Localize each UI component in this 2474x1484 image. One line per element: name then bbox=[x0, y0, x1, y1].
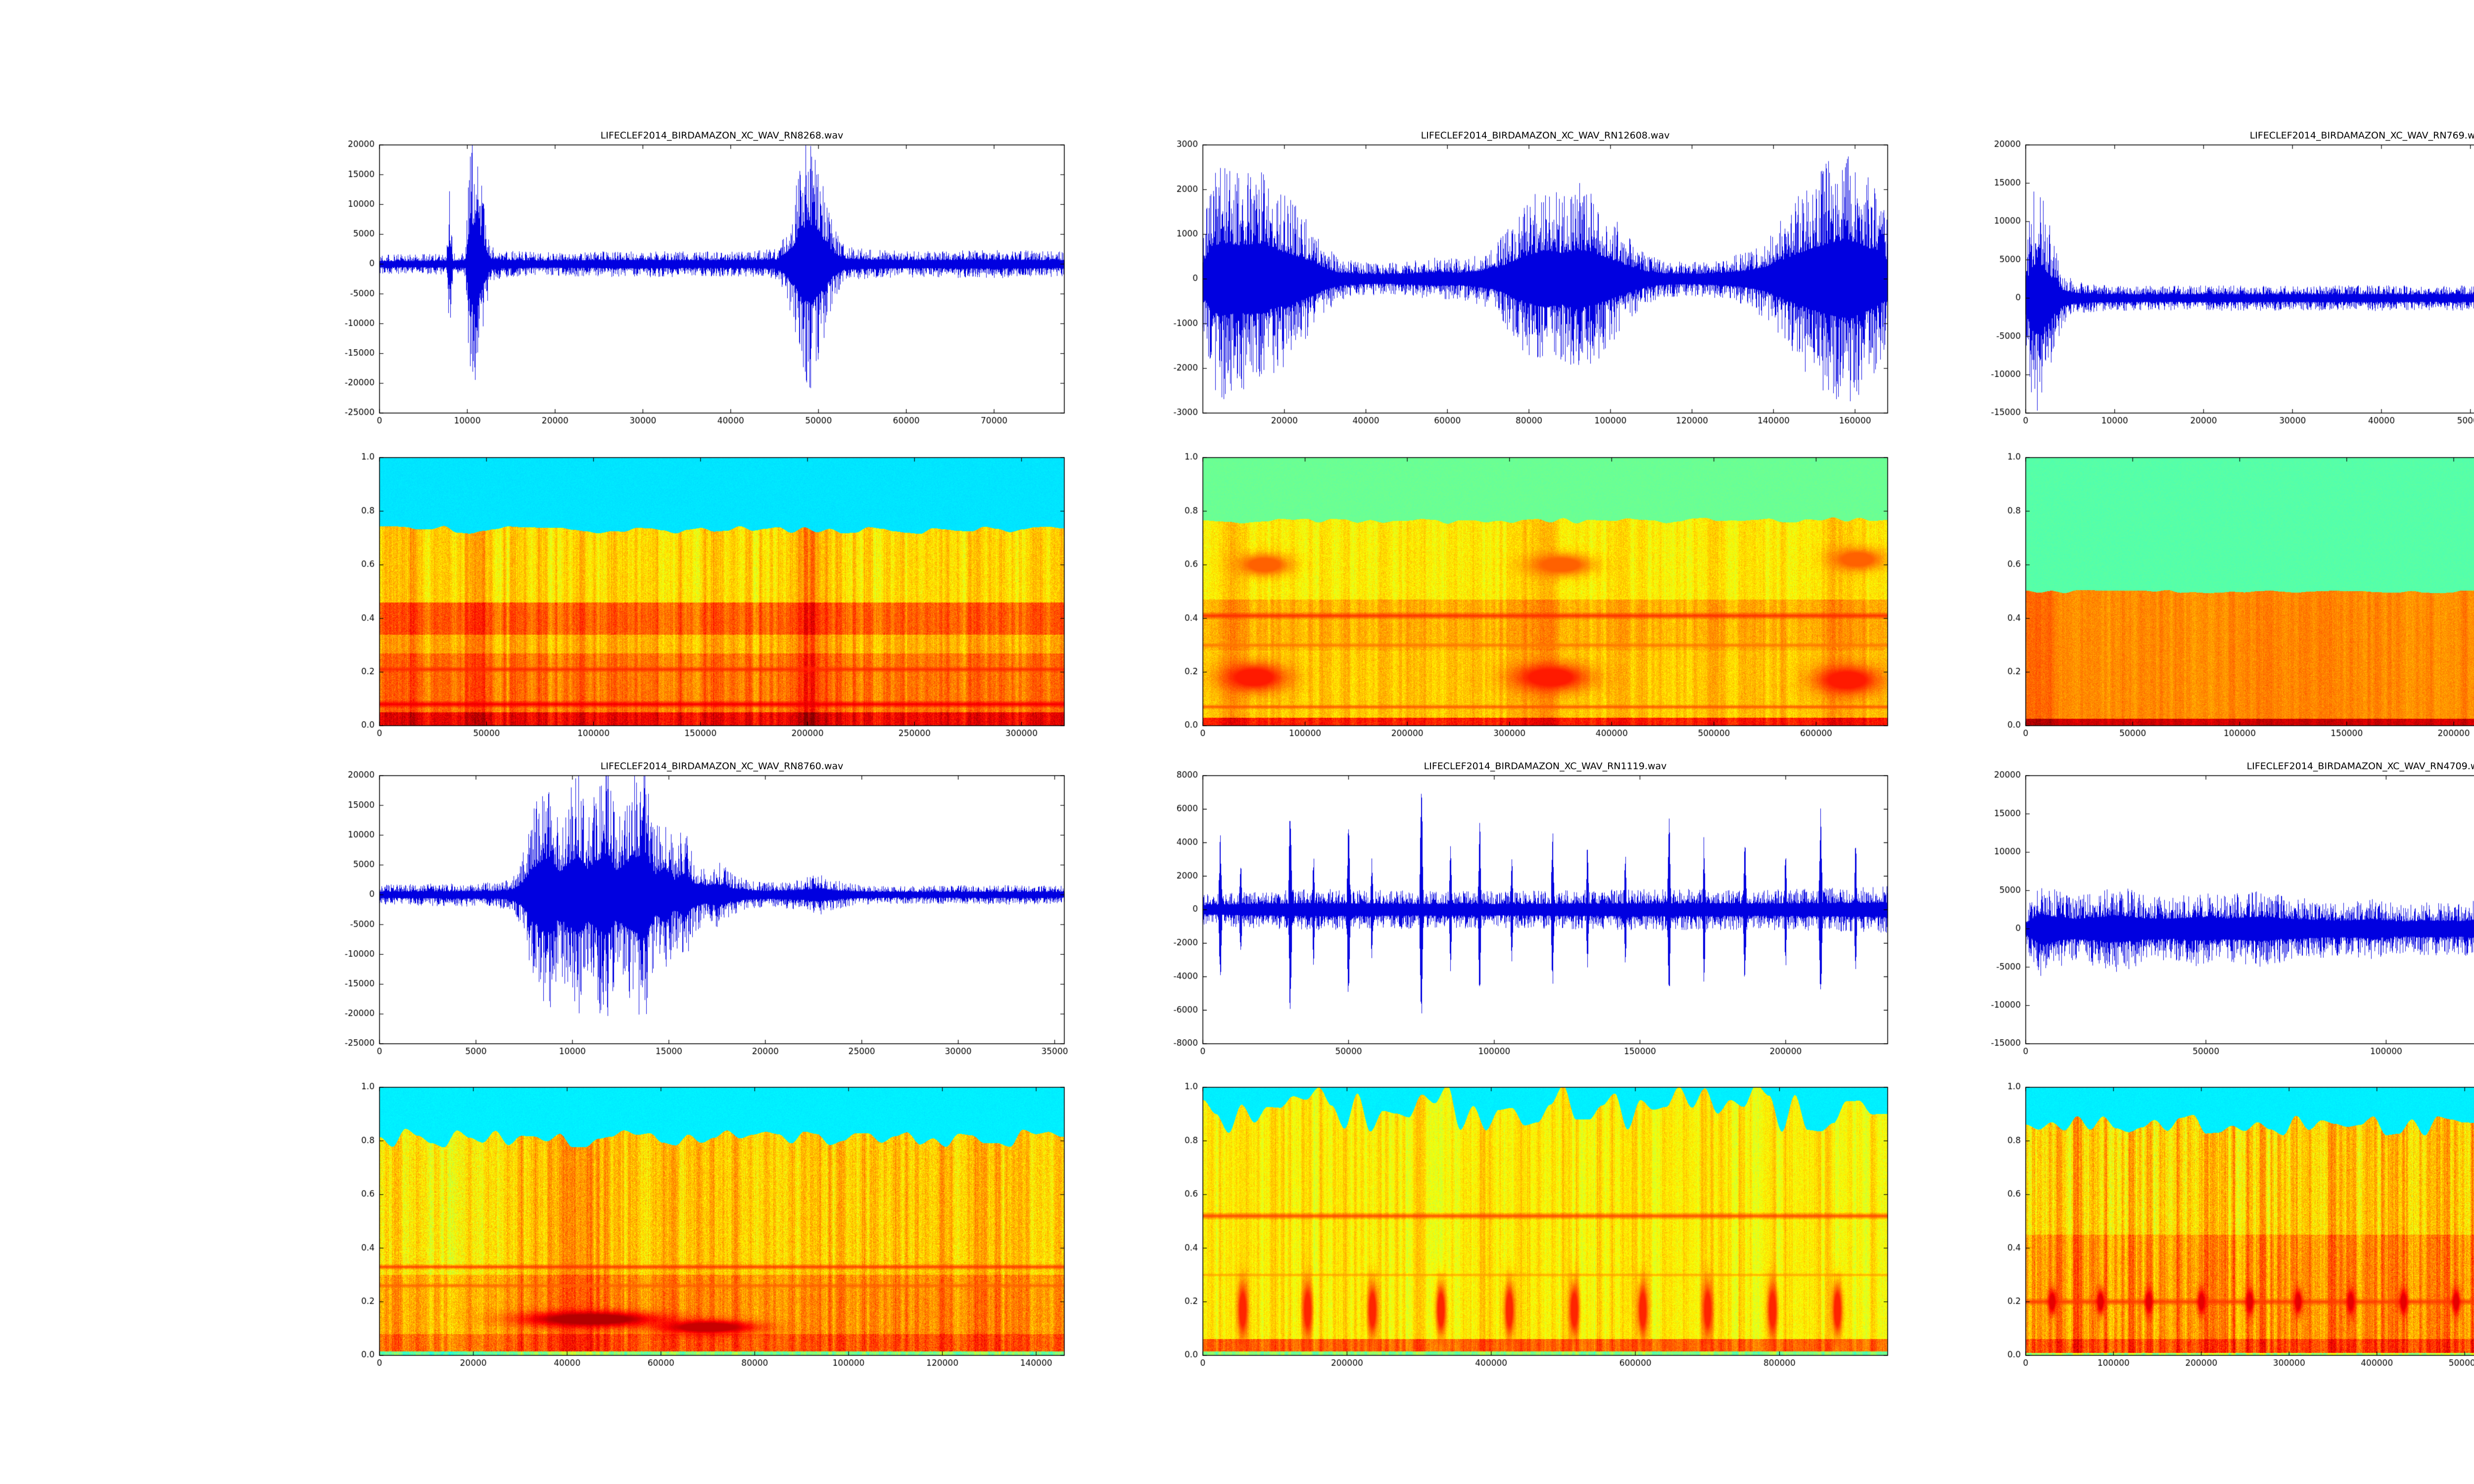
plot-title: LIFECLEF2014_BIRDAMAZON_XC_WAV_RN12608.w… bbox=[1421, 130, 1670, 141]
plot-title: LIFECLEF2014_BIRDAMAZON_XC_WAV_RN769.wav bbox=[2249, 130, 2474, 141]
spectrogram-canvas-11 bbox=[1153, 1063, 1910, 1385]
spectrogram-canvas-12 bbox=[1976, 1063, 2474, 1385]
waveform-subplot-9: LIFECLEF2014_BIRDAMAZON_XC_WAV_RN4709.wa… bbox=[1976, 751, 2474, 1073]
plot-title: LIFECLEF2014_BIRDAMAZON_XC_WAV_RN4709.wa… bbox=[2246, 761, 2474, 772]
waveform-canvas-1 bbox=[330, 120, 1087, 443]
plot-title: LIFECLEF2014_BIRDAMAZON_XC_WAV_RN8268.wa… bbox=[600, 130, 844, 141]
waveform-subplot-7: LIFECLEF2014_BIRDAMAZON_XC_WAV_RN8760.wa… bbox=[330, 751, 1087, 1073]
spectrogram-subplot-5 bbox=[1153, 433, 1910, 755]
plot-title: LIFECLEF2014_BIRDAMAZON_XC_WAV_RN1119.wa… bbox=[1424, 761, 1667, 772]
waveform-subplot-8: LIFECLEF2014_BIRDAMAZON_XC_WAV_RN1119.wa… bbox=[1153, 751, 1910, 1073]
spectrogram-subplot-4 bbox=[330, 433, 1087, 755]
waveform-canvas-9 bbox=[1976, 751, 2474, 1073]
spectrogram-canvas-5 bbox=[1153, 433, 1910, 755]
spectrogram-canvas-6 bbox=[1976, 433, 2474, 755]
waveform-canvas-7 bbox=[330, 751, 1087, 1073]
waveform-subplot-2: LIFECLEF2014_BIRDAMAZON_XC_WAV_RN12608.w… bbox=[1153, 120, 1910, 443]
spectrogram-subplot-12 bbox=[1976, 1063, 2474, 1385]
plot-title: LIFECLEF2014_BIRDAMAZON_XC_WAV_RN8760.wa… bbox=[600, 761, 844, 772]
waveform-canvas-8 bbox=[1153, 751, 1910, 1073]
waveform-canvas-3 bbox=[1976, 120, 2474, 443]
waveform-subplot-1: LIFECLEF2014_BIRDAMAZON_XC_WAV_RN8268.wa… bbox=[330, 120, 1087, 443]
spectrogram-canvas-4 bbox=[330, 433, 1087, 755]
spectrogram-subplot-6 bbox=[1976, 433, 2474, 755]
spectrogram-subplot-10 bbox=[330, 1063, 1087, 1385]
waveform-canvas-2 bbox=[1153, 120, 1910, 443]
waveform-subplot-3: LIFECLEF2014_BIRDAMAZON_XC_WAV_RN769.wav bbox=[1976, 120, 2474, 443]
spectrogram-subplot-11 bbox=[1153, 1063, 1910, 1385]
spectrogram-canvas-10 bbox=[330, 1063, 1087, 1385]
